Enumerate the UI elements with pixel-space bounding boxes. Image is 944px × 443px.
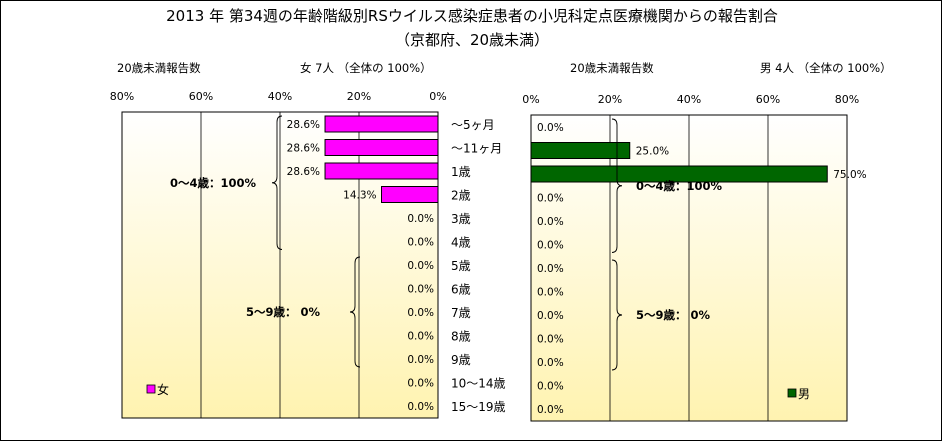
male-legend-swatch [788,389,796,397]
female-data-label: 0.0% [407,260,434,272]
female-x-tick-label: 80% [110,90,134,103]
male-x-tick-label: 0% [522,93,539,106]
male-legend-label: 男 [798,387,810,401]
male-data-label: 0.0% [537,381,564,393]
male-data-label: 0.0% [537,122,564,134]
female-data-label: 0.0% [407,307,434,319]
age-category-label: 1歳 [451,165,471,179]
age-category-label: 3歳 [451,212,471,226]
male-group-label: 5～9歳： 0% [636,308,711,322]
male-x-tick-label: 40% [677,93,701,106]
male-data-label: 0.0% [537,287,564,299]
male-data-label: 0.0% [537,404,564,416]
male-data-label: 0.0% [537,216,564,228]
male-data-label: 75.0% [833,169,866,181]
female-bar [325,140,438,156]
male-x-tick-label: 80% [835,93,859,106]
female-legend-swatch [147,385,155,393]
age-category-label: ～5ヶ月 [451,118,495,132]
female-x-tick-label: 60% [189,90,213,103]
female-data-label: 28.6% [287,119,320,131]
age-category-label: 2歳 [451,189,471,203]
male-data-label: 0.0% [537,193,564,205]
female-group-label: 5～9歳： 0% [246,305,321,319]
age-category-label: 5歳 [451,259,471,273]
female-data-label: 0.0% [407,401,434,413]
female-data-label: 0.0% [407,378,434,390]
female-data-label: 0.0% [407,213,434,225]
female-data-label: 28.6% [287,143,320,155]
male-data-label: 0.0% [537,357,564,369]
female-x-tick-label: 20% [347,90,371,103]
female-bar [382,187,438,203]
age-category-label: ～11ヶ月 [451,142,502,156]
female-bar [325,116,438,132]
male-data-label: 25.0% [636,146,669,158]
age-category-label: 7歳 [451,306,471,320]
age-category-label: 6歳 [451,283,471,297]
male-data-label: 0.0% [537,334,564,346]
female-x-tick-label: 40% [268,90,292,103]
age-category-label: 8歳 [451,330,471,344]
age-category-label: 4歳 [451,236,471,250]
male-data-label: 0.0% [537,263,564,275]
male-x-tick-label: 60% [756,93,780,106]
age-category-label: 9歳 [451,353,471,367]
age-category-label: 15～19歳 [451,400,506,414]
female-data-label: 0.0% [407,331,434,343]
female-group-label: 0～4歳：100% [170,176,257,190]
female-x-tick-label: 0% [429,90,446,103]
male-bar [531,143,630,159]
female-data-label: 0.0% [407,284,434,296]
female-bar [325,163,438,179]
female-data-label: 14.3% [343,190,376,202]
male-data-label: 0.0% [537,310,564,322]
female-data-label: 0.0% [407,354,434,366]
female-data-label: 28.6% [287,166,320,178]
male-group-label: 0～4歳：100% [636,179,723,193]
female-legend-label: 女 [157,382,169,397]
male-x-tick-label: 20% [598,93,622,106]
age-category-label: 10～14歳 [451,377,506,391]
female-data-label: 0.0% [407,237,434,249]
male-data-label: 0.0% [537,240,564,252]
